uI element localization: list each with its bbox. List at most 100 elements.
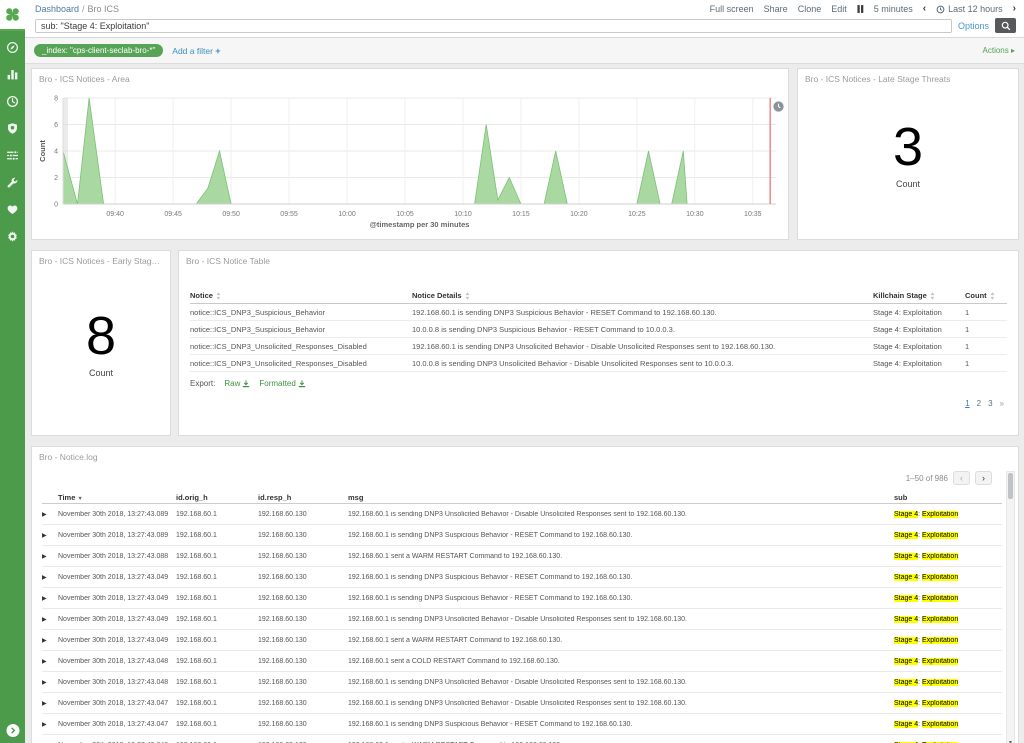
options-link[interactable]: Options — [957, 20, 989, 31]
bar-chart-icon[interactable] — [6, 68, 19, 81]
actions-menu[interactable]: Actions ▸ — [982, 46, 1015, 55]
expand-row-caret-icon[interactable]: ▶ — [42, 637, 47, 644]
table-cell: 192.168.60.1 is sending DNP3 Suspicious … — [412, 307, 717, 317]
menu-share[interactable]: Share — [763, 4, 788, 14]
log-cell: 192.168.60.1 — [176, 657, 217, 665]
pager-prev-button[interactable]: ‹ — [953, 471, 970, 485]
column-header-msg[interactable]: msg — [348, 492, 364, 502]
log-cell: 192.168.60.1 — [176, 699, 217, 707]
panel-early-stage-threats: Bro - ICS Notices - Early Stage T... 8 C… — [31, 250, 171, 436]
time-forward-button[interactable]: › — [1012, 3, 1016, 14]
log-cell: 192.168.60.130 — [258, 742, 348, 743]
pagination-page-2[interactable]: 2 — [976, 399, 982, 408]
column-header-notice-details[interactable]: Notice Details — [412, 291, 873, 300]
menu-edit[interactable]: Edit — [831, 4, 847, 14]
time-range-picker[interactable]: Last 12 hours — [936, 4, 1003, 14]
pagination-page-1[interactable]: 1 — [965, 399, 970, 408]
metric-label: Count — [88, 367, 114, 378]
expand-row-caret-icon[interactable]: ▶ — [42, 700, 47, 707]
table-row: notice::ICS_DNP3_Unsolicited_Responses_D… — [190, 338, 1007, 355]
filter-pill-index[interactable]: _index: "cps-client-seclab-bro-*" — [34, 44, 164, 57]
log-cell-sub-highlighted: Stage 4: Exploitation — [894, 741, 1002, 743]
column-header-sub[interactable]: sub — [894, 492, 908, 502]
menu-full-screen[interactable]: Full screen — [709, 4, 754, 14]
expand-row-caret-icon[interactable]: ▶ — [42, 679, 47, 686]
log-cell: 192.168.60.130 — [258, 615, 307, 623]
log-cell: 192.168.60.1 is sending DNP3 Suspicious … — [348, 573, 633, 581]
pagination-page-3[interactable]: 3 — [988, 399, 993, 408]
shield-icon[interactable] — [6, 122, 19, 135]
export-raw-link[interactable]: Raw — [224, 379, 250, 388]
expand-row-caret-icon[interactable]: ▶ — [42, 721, 47, 728]
notice-table-pagination: 1 2 3 » — [965, 399, 1004, 408]
scrollbar-thumb[interactable] — [1008, 473, 1013, 499]
log-cell: 192.168.60.1 — [176, 678, 217, 686]
column-header-count[interactable]: Count — [965, 291, 1007, 300]
table-cell: Stage 4: Exploitation — [873, 358, 942, 368]
expand-row-caret-icon[interactable]: ▶ — [42, 574, 47, 581]
panel-late-stage-threats: Bro - ICS Notices - Late Stage Threats 3… — [797, 68, 1019, 240]
log-cell: November 30th 2018, 13:27:43.049 — [58, 594, 169, 602]
clock-icon[interactable] — [6, 95, 19, 108]
scrollbar-track[interactable]: ▼ — [1006, 471, 1015, 743]
query-input[interactable] — [35, 18, 952, 33]
expand-row-caret-icon[interactable]: ▶ — [42, 616, 47, 623]
app-logo[interactable] — [0, 0, 25, 31]
column-header-killchain-stage[interactable]: Killchain Stage — [873, 291, 965, 300]
table-row: notice::ICS_DNP3_Suspicious_Behavior 10.0… — [190, 321, 1007, 338]
expand-row-caret-icon[interactable]: ▶ — [42, 595, 47, 602]
compass-icon[interactable] — [6, 41, 19, 54]
x-axis-label: @timestamp per 30 minutes — [370, 220, 470, 229]
dashboard-menu: Full screen Share Clone Edit — [710, 4, 847, 14]
log-cell: November 30th 2018, 13:27:43.046 — [58, 742, 176, 743]
log-cell: November 30th 2018, 13:27:43.049 — [58, 615, 169, 623]
breadcrumb-dashboard-link[interactable]: Dashboard — [35, 4, 80, 14]
refresh-interval[interactable]: 5 minutes — [873, 4, 913, 14]
search-button[interactable] — [995, 18, 1016, 33]
column-header-notice[interactable]: Notice — [190, 291, 412, 300]
heart-icon[interactable] — [6, 203, 19, 216]
table-cell: Stage 4: Exploitation — [873, 307, 942, 317]
log-cell: 192.168.60.1 is sending DNP3 Unsolicited… — [348, 615, 687, 623]
clock-icon — [936, 5, 945, 14]
column-header-id-orig_h[interactable]: id.orig_h — [176, 492, 208, 502]
time-back-button[interactable]: ‹ — [922, 3, 927, 14]
log-cell-sub-highlighted: Stage 4: Exploitation — [894, 699, 959, 707]
pause-icon[interactable] — [857, 5, 864, 13]
table-cell: 192.168.60.1 is sending DNP3 Unsolicited… — [412, 341, 776, 351]
gear-icon[interactable] — [6, 230, 19, 243]
column-header-id-resp_h[interactable]: id.resp_h — [258, 492, 292, 502]
expand-row-caret-icon[interactable]: ▶ — [42, 658, 47, 665]
expand-row-caret-icon[interactable]: ▶ — [42, 511, 47, 518]
sliders-icon[interactable] — [6, 149, 19, 162]
log-cell: November 30th 2018, 13:27:43.089 — [58, 531, 169, 539]
plus-icon: + — [215, 45, 221, 56]
expand-row-caret-icon[interactable]: ▶ — [42, 532, 47, 539]
table-cell: notice::ICS_DNP3_Suspicious_Behavior — [190, 307, 326, 317]
notice-log-body: ▶ November 30th 2018, 13:27:43.089 192.168… — [42, 504, 1002, 743]
sidebar-expand-button[interactable] — [6, 724, 19, 737]
column-header-time[interactable]: Time ▼ — [58, 492, 83, 502]
dashboard-grid: Bro - ICS Notices - Area 0 2 4 6 8 09:40 09:45… — [25, 64, 1024, 743]
table-cell: notice::ICS_DNP3_Suspicious_Behavior — [190, 324, 326, 334]
log-cell: 192.168.60.130 — [258, 657, 307, 665]
log-row: ▶ November 30th 2018, 13:27:43.047 192.168… — [42, 714, 1002, 735]
expand-row-caret-icon[interactable]: ▶ — [42, 553, 47, 560]
app-sidebar — [0, 0, 25, 743]
export-formatted-link[interactable]: Formatted — [259, 379, 306, 388]
log-cell: November 30th 2018, 13:27:43.049 — [58, 573, 169, 581]
menu-clone[interactable]: Clone — [797, 4, 822, 14]
wrench-icon[interactable] — [6, 176, 19, 189]
pagination-next[interactable]: » — [999, 399, 1004, 408]
svg-text:09:40: 09:40 — [106, 211, 124, 218]
pager-next-button[interactable]: › — [975, 471, 992, 485]
svg-text:09:50: 09:50 — [222, 211, 240, 218]
add-filter-link[interactable]: Add a filter + — [172, 45, 221, 56]
top-navigation: Dashboard / Bro ICS Full screen Share Clon… — [25, 0, 1024, 38]
log-cell: 192.168.60.1 is sending DNP3 Suspicious … — [348, 720, 633, 728]
clock-circle-icon[interactable] — [773, 99, 784, 112]
log-cell: 192.168.60.130 — [258, 699, 307, 707]
scrollbar-down-arrow[interactable]: ▼ — [1008, 740, 1013, 743]
breadcrumb-separator: / — [82, 4, 85, 14]
log-cell: November 30th 2018, 13:27:43.048 — [58, 657, 169, 665]
